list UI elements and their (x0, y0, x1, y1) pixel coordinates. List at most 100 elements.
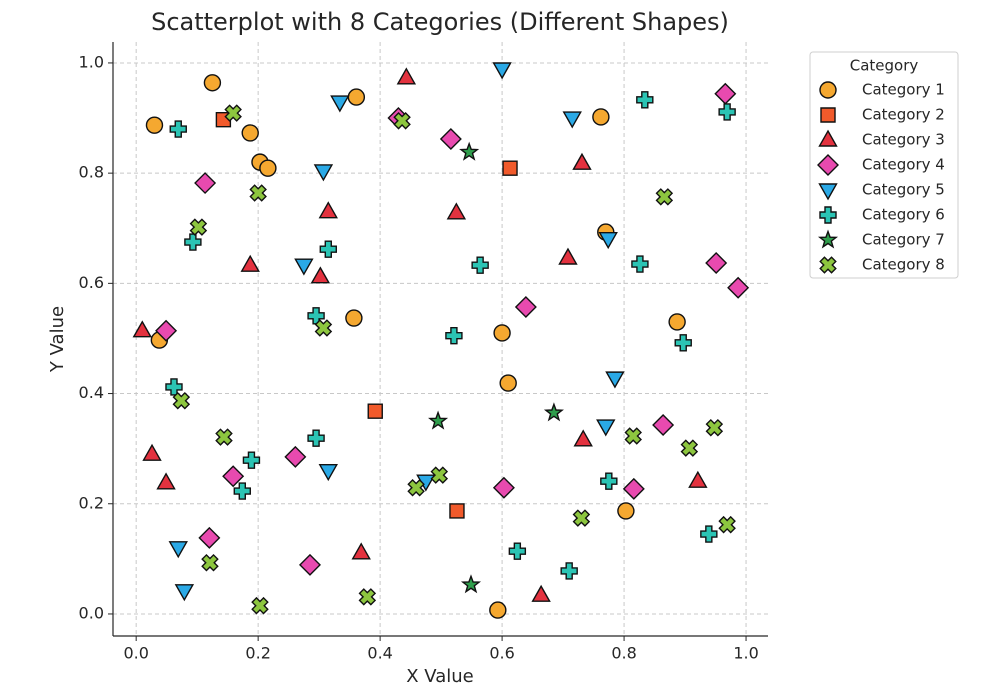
point (155, 319, 178, 342)
point (508, 542, 527, 560)
point (622, 477, 645, 500)
point (145, 116, 164, 134)
point (165, 378, 183, 396)
y-tick-label: 0.0 (79, 603, 104, 622)
point (592, 108, 610, 126)
point (294, 258, 314, 276)
point (714, 82, 737, 105)
legend-marker (819, 206, 837, 224)
point (560, 562, 578, 580)
point (668, 313, 686, 331)
legend-label: Category 5 (862, 181, 945, 199)
point (174, 584, 195, 602)
legend-box (809, 51, 959, 279)
legend-marker (818, 183, 838, 201)
point (430, 466, 449, 484)
point (680, 439, 699, 457)
legend-label: Category 6 (862, 206, 945, 224)
point (543, 402, 564, 422)
point (194, 172, 217, 195)
point (636, 91, 654, 109)
point (460, 574, 482, 594)
point (169, 120, 187, 138)
point (572, 509, 591, 527)
point (727, 276, 750, 299)
point (700, 525, 718, 543)
point (345, 309, 363, 327)
point (156, 472, 176, 490)
x-tick-label: 0.2 (245, 644, 270, 663)
point (168, 541, 188, 559)
y-tick-label: 0.4 (79, 383, 104, 402)
legend-label: Category 4 (862, 156, 945, 174)
legend-marker (817, 229, 839, 249)
point (471, 256, 489, 274)
point (224, 104, 242, 122)
point (142, 443, 162, 461)
point (318, 201, 338, 219)
legend-marker (820, 107, 836, 123)
point (222, 465, 245, 488)
point (489, 601, 507, 619)
legend-marker (819, 81, 837, 99)
legend-label: Category 2 (862, 106, 945, 124)
points (132, 62, 750, 619)
point (652, 413, 675, 436)
point (351, 542, 371, 560)
x-tick-label: 0.4 (367, 644, 392, 663)
point (718, 515, 736, 534)
point (596, 419, 616, 437)
point (314, 319, 333, 337)
point (562, 111, 582, 129)
point (617, 502, 635, 520)
point (449, 503, 465, 519)
point (184, 233, 202, 251)
point (428, 410, 449, 430)
legend-marker (819, 256, 837, 274)
point (172, 391, 191, 410)
point (558, 247, 578, 265)
point (499, 374, 517, 392)
point (393, 112, 411, 130)
point (198, 526, 221, 549)
x-tick-label: 0.8 (611, 644, 636, 663)
point (330, 95, 350, 113)
point (600, 472, 618, 490)
point (284, 445, 307, 468)
legend: Category Category 1 Category 2 Category 3 C… (809, 51, 959, 279)
point (396, 67, 417, 85)
point (718, 103, 736, 121)
legend-label: Category 8 (862, 256, 945, 274)
point (201, 553, 219, 572)
y-axis-label: Y Value (47, 306, 68, 373)
point (688, 470, 708, 488)
legend-marker (817, 154, 839, 176)
point (502, 160, 518, 176)
point (241, 124, 259, 142)
point (492, 476, 515, 499)
point (203, 74, 222, 92)
point (631, 255, 649, 273)
point (319, 240, 337, 258)
point (307, 429, 325, 447)
point (318, 463, 338, 482)
point (531, 584, 551, 602)
point (189, 218, 208, 236)
y-tick-label: 0.2 (79, 493, 104, 512)
point (624, 427, 642, 445)
x-tick-label: 0.6 (489, 644, 514, 663)
point (573, 429, 593, 447)
point (215, 428, 233, 446)
point (598, 232, 618, 250)
point (445, 326, 463, 345)
point (259, 159, 277, 177)
point (407, 479, 425, 497)
y-tick-label: 0.6 (79, 273, 104, 292)
point (347, 88, 366, 106)
point (439, 127, 462, 150)
point (492, 62, 512, 80)
point (446, 202, 467, 220)
point (514, 296, 537, 319)
point (705, 251, 728, 274)
